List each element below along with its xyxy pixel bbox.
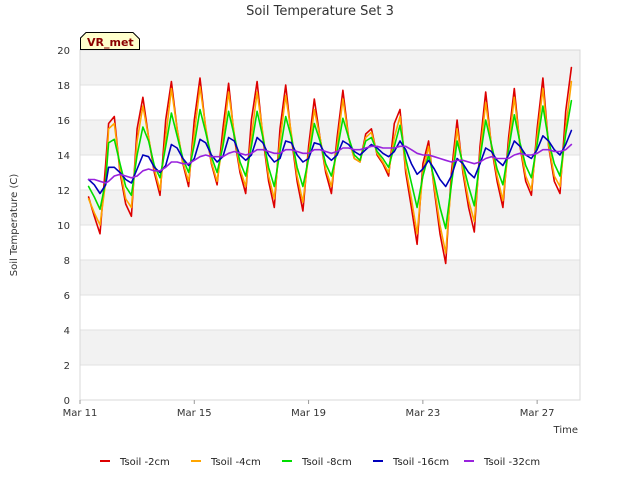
plot-background-bands (80, 50, 580, 400)
y-tick-label: 18 (57, 81, 70, 92)
y-tick-label: 6 (64, 291, 70, 302)
y-tick-label: 2 (64, 361, 70, 372)
station-badge-label: VR_met (87, 36, 134, 49)
background-band (80, 120, 580, 155)
x-tick-label: Mar 11 (63, 408, 98, 419)
legend-label: Tsoil -16cm (392, 457, 449, 468)
background-band (80, 295, 580, 330)
legend-label: Tsoil -2cm (119, 457, 170, 468)
x-tick-label: Mar 15 (177, 408, 212, 419)
station-badge-shape (80, 32, 140, 50)
y-tick-label: 16 (57, 116, 70, 127)
plot-area-frame (79, 49, 581, 401)
x-tick-label: Mar 19 (291, 408, 326, 419)
legend-label: Tsoil -8cm (301, 457, 352, 468)
background-band (80, 85, 580, 120)
series-line-tsoilminus16cm (87, 129, 573, 195)
y-tick-label: 8 (64, 256, 70, 267)
x-axis-ticks: Mar 11 Mar 15 Mar 19 Mar 23 Mar 27 (63, 400, 555, 419)
y-tick-label: 12 (57, 186, 70, 197)
legend: Tsoil -2cm Tsoil -4cm Tsoil -8cm Tsoil -16c… (100, 457, 540, 468)
x-tick-label: Mar 23 (405, 408, 440, 419)
x-axis-title: Time (553, 425, 578, 436)
y-tick-label: 0 (64, 396, 70, 407)
x-tick-label: Mar 27 (520, 408, 555, 419)
legend-label: Tsoil -4cm (210, 457, 261, 468)
background-band (80, 225, 580, 260)
background-band (80, 190, 580, 225)
series-lines (87, 66, 573, 265)
y-tick-label: 10 (57, 221, 70, 232)
y-axis-ticks: 0 2 4 6 8 10 12 14 16 18 20 (57, 46, 70, 407)
y-tick-label: 20 (57, 46, 70, 57)
series-line-tsoilminus32cm (87, 143, 573, 184)
background-band (80, 260, 580, 295)
y-tick-label: 14 (57, 151, 70, 162)
background-band (80, 365, 580, 400)
background-band (80, 330, 580, 365)
station-badge: VR_met (80, 32, 140, 50)
legend-label: Tsoil -32cm (483, 457, 540, 468)
chart-title: Soil Temperature Set 3 (246, 4, 394, 19)
y-tick-label: 4 (64, 326, 70, 337)
y-axis-title: Soil Temperature (C) (9, 174, 20, 277)
series-line-tsoilminus8cm (87, 99, 573, 230)
background-band (80, 50, 580, 85)
